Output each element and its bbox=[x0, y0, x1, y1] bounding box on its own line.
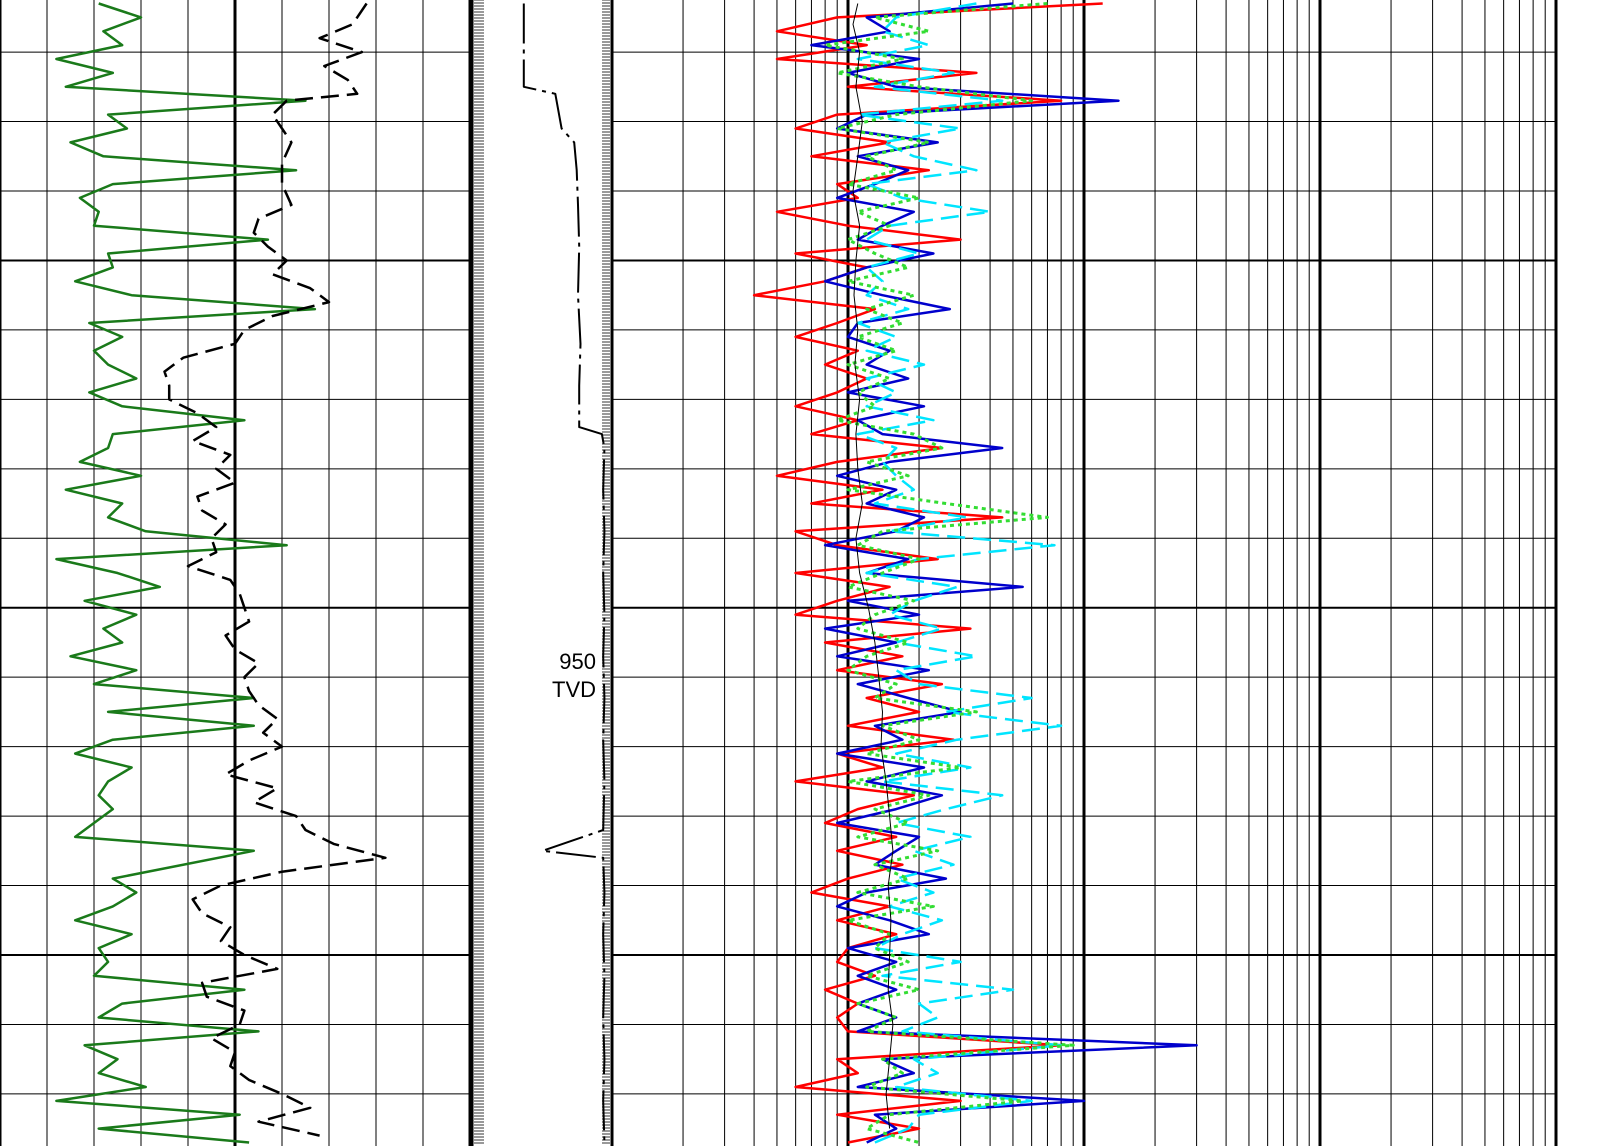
depth-unit-label: TVD bbox=[552, 677, 596, 702]
track3-curve-3 bbox=[856, 2, 1063, 1144]
depth-value-label: 950 bbox=[559, 649, 596, 674]
track2-curve-1 bbox=[522, 3, 606, 1143]
grid-layer bbox=[0, 0, 1558, 1146]
track3-curve-4 bbox=[823, 2, 1075, 1144]
track3-curve-5 bbox=[852, 3, 894, 1129]
curve-layer bbox=[55, 2, 1198, 1144]
track3-curve-1 bbox=[752, 2, 1103, 1144]
track1-curve-2 bbox=[163, 2, 387, 1137]
track1-curve-1 bbox=[55, 2, 317, 1144]
